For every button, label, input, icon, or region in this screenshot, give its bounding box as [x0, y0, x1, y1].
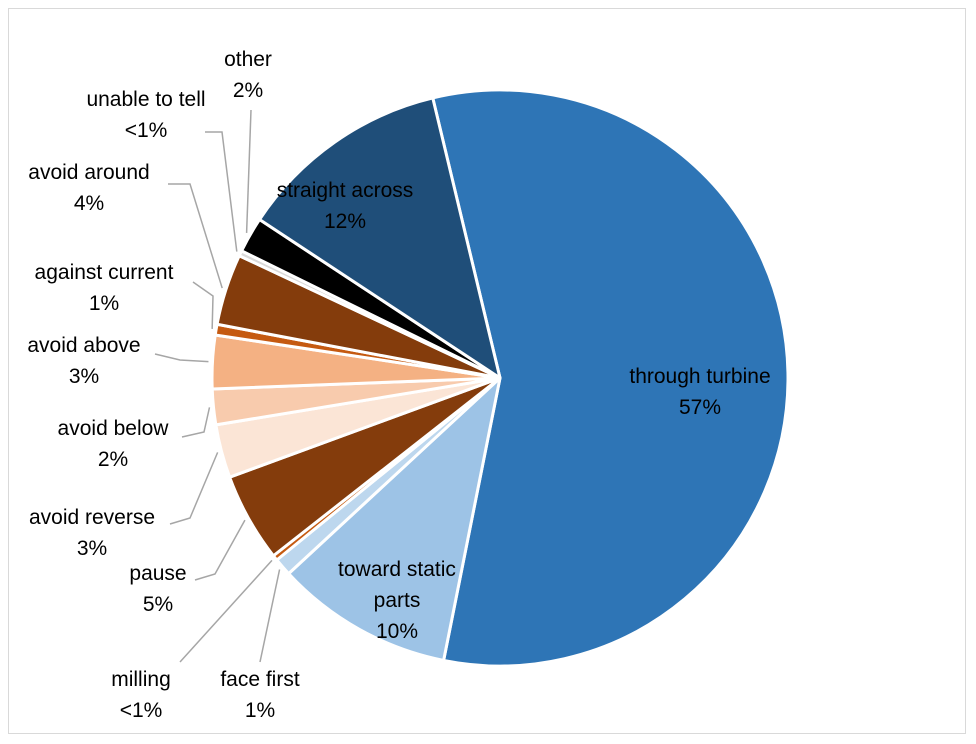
slice-category-label-other: other — [224, 48, 272, 71]
leader-line-other — [245, 109, 252, 233]
slice-category-label-straight-across: straight across — [277, 179, 414, 202]
slice-value-label-pause: 5% — [143, 593, 173, 616]
slice-value-label-toward-static-parts: 10% — [376, 620, 418, 643]
slice-value-label-avoid-below: 2% — [98, 448, 128, 471]
slice-straight-across — [258, 96, 502, 380]
leader-line-unable-to-tell — [205, 131, 238, 252]
slice-category-label-avoid-below: avoid below — [58, 417, 170, 440]
leader-lines — [154, 109, 281, 663]
slice-value-label-avoid-reverse: 3% — [77, 537, 107, 560]
leader-line-pause — [194, 519, 246, 581]
slice-category-label-avoid-around: avoid around — [28, 161, 149, 184]
slice-value-label-milling: <1% — [120, 699, 163, 722]
slice-category-label-milling: milling — [111, 668, 171, 691]
leader-line-avoid-below — [181, 407, 211, 438]
leader-line-avoid-above — [154, 353, 209, 363]
slice-through-turbine — [431, 88, 790, 668]
slice-value-label-avoid-above: 3% — [69, 365, 99, 388]
leader-line-avoid-reverse — [169, 452, 219, 525]
slice-value-label-straight-across: 12% — [324, 210, 366, 233]
slice-category-label-face-first: face first — [220, 668, 300, 691]
slice-toward-static-parts — [287, 376, 502, 662]
slice-labels: through turbine 57% toward static parts 10% f… — [27, 48, 770, 722]
slice-category-label-toward-static-parts: toward static parts — [338, 558, 456, 612]
slice-value-label-unable-to-tell: <1% — [125, 119, 168, 142]
leader-line-milling — [179, 559, 273, 663]
slice-category-label-avoid-above: avoid above — [27, 334, 140, 357]
slice-value-label-face-first: 1% — [245, 699, 275, 722]
slice-value-label-other: 2% — [233, 79, 263, 102]
leader-line-face-first — [259, 569, 281, 663]
slice-category-label-pause: pause — [129, 562, 186, 585]
slice-category-label-avoid-reverse: avoid reverse — [29, 506, 155, 529]
slice-category-label-unable-to-tell: unable to tell — [86, 88, 205, 111]
leader-line-avoid-around — [168, 183, 223, 289]
leader-line-against-current — [192, 281, 214, 329]
pie-slices — [210, 88, 790, 668]
slice-value-label-against-current: 1% — [89, 292, 119, 315]
slice-value-label-avoid-around: 4% — [74, 192, 104, 215]
slice-category-label-against-current: against current — [35, 261, 174, 284]
slice-category-label-through-turbine: through turbine — [629, 365, 770, 388]
slice-value-label-through-turbine: 57% — [679, 396, 721, 419]
